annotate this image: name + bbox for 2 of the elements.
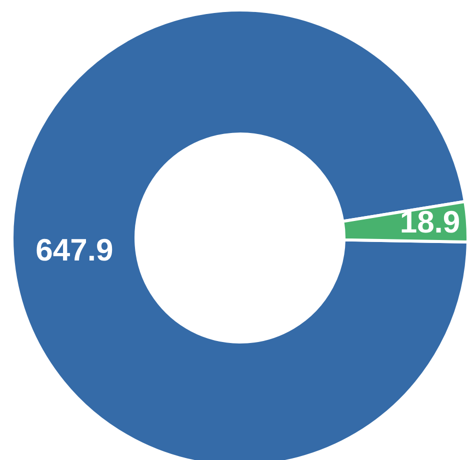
data-label: 18.9 bbox=[400, 204, 460, 240]
data-label: 647.9 bbox=[36, 232, 114, 268]
